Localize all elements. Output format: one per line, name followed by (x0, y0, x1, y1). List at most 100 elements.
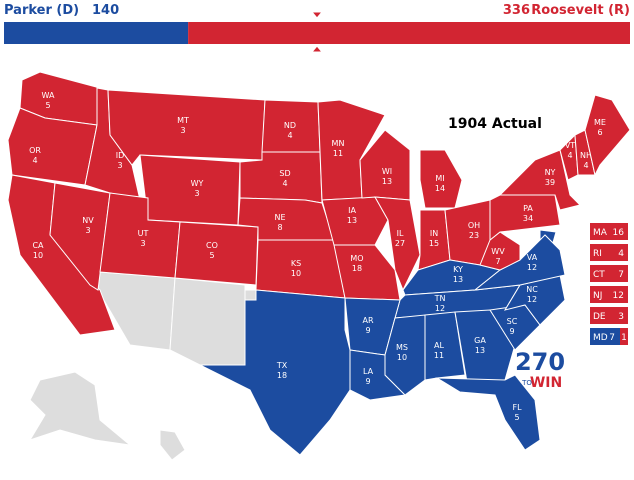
small-ev: 16 (613, 228, 625, 238)
state-ev: 12 (527, 263, 537, 272)
state-abbr: VT (565, 141, 575, 150)
state-abbr: IL (397, 229, 404, 238)
state-ev: 13 (382, 177, 392, 186)
state-ev: 12 (527, 295, 537, 304)
state-abbr: ME (594, 118, 606, 127)
state-abbr: NE (274, 213, 285, 222)
state-ev: 18 (277, 371, 287, 380)
state-ev: 10 (33, 251, 43, 260)
state-abbr: MT (177, 116, 189, 125)
state (454, 309, 516, 383)
left-bar (4, 22, 189, 44)
state-ev: 5 (514, 413, 519, 422)
small-box (590, 223, 628, 240)
small-ev: 3 (618, 312, 624, 322)
state-ev: 13 (453, 275, 463, 284)
state-ev: 3 (117, 161, 122, 170)
state-abbr: WY (191, 179, 204, 188)
state-ev: 39 (545, 178, 555, 187)
state (584, 94, 631, 177)
state-ev: 8 (277, 223, 282, 232)
state-abbr: ID (116, 151, 125, 160)
state-ev: 3 (194, 189, 199, 198)
state-ev: 3 (85, 226, 90, 235)
state-abbr: WV (491, 247, 505, 256)
state-abbr: CO (206, 241, 218, 250)
state-ev: 18 (352, 264, 362, 273)
state-abbr: UT (138, 229, 149, 238)
state-ev: 4 (567, 151, 572, 160)
state (199, 289, 351, 456)
state-ev: 12 (435, 304, 445, 313)
state-abbr: KY (453, 265, 463, 274)
state-ev: 9 (365, 377, 370, 386)
small-abbr: MD (593, 333, 608, 343)
state-abbr: NY (545, 168, 556, 177)
state-abbr: CA (32, 241, 44, 250)
state-ev: 5 (45, 101, 50, 110)
state-abbr: GA (474, 336, 486, 345)
state-abbr: OH (468, 221, 480, 230)
state-abbr: SC (507, 317, 518, 326)
state (174, 221, 259, 286)
center-marker (310, 45, 324, 53)
state-ev: 23 (469, 231, 479, 240)
state-abbr: WA (42, 91, 55, 100)
state-ev: 11 (434, 351, 444, 360)
state (473, 234, 566, 291)
state-ev: 10 (291, 269, 301, 278)
small-abbr: CT (593, 270, 605, 280)
state-abbr: MO (350, 254, 363, 263)
small-ev: 7 (618, 270, 624, 280)
right-bar (188, 22, 630, 44)
state-ev: 5 (209, 251, 214, 260)
state-abbr: FL (512, 403, 522, 412)
state (435, 374, 541, 451)
state-abbr: VA (527, 253, 538, 262)
state-abbr: AR (362, 316, 373, 325)
state (139, 154, 241, 226)
state-ev: 6 (597, 128, 602, 137)
state-ev: 13 (475, 346, 485, 355)
state-abbr: LA (363, 367, 374, 376)
small-box (620, 328, 628, 345)
left-votes: 140 (92, 3, 119, 18)
small-box (590, 286, 628, 303)
right-name: Roosevelt (R) (531, 3, 630, 18)
small-ev: 4 (618, 249, 624, 259)
state (333, 244, 401, 301)
small-box (590, 328, 620, 345)
state-ev: 14 (435, 184, 445, 193)
state (498, 149, 581, 211)
center-marker (310, 11, 324, 19)
territory (28, 371, 132, 446)
state (107, 89, 266, 166)
logo-number: 270 (515, 348, 565, 376)
state-abbr: MN (332, 139, 345, 148)
state-ev: 4 (32, 156, 37, 165)
state-ev: 3 (140, 239, 145, 248)
state-abbr: PA (523, 204, 533, 213)
state (424, 311, 466, 381)
state-abbr: MI (435, 174, 444, 183)
small-abbr: MA (593, 228, 608, 238)
logo-to: TO (521, 379, 532, 387)
state-abbr: IN (430, 229, 438, 238)
state-abbr: KS (291, 259, 301, 268)
small-abbr: RI (593, 249, 602, 259)
state-ev: 15 (429, 239, 439, 248)
state-ev: 3 (180, 126, 185, 135)
logo-win: WIN (530, 375, 562, 391)
small-box (590, 307, 628, 324)
small-abbr: DE (593, 312, 606, 322)
state-ev: 9 (365, 326, 370, 335)
state-ev: 4 (287, 131, 292, 140)
state (49, 182, 111, 291)
territory (97, 271, 176, 351)
map-title: 1904 Actual (448, 116, 542, 132)
state-abbr: WI (382, 167, 392, 176)
state-ev: 4 (583, 161, 588, 170)
small-abbr: NJ (593, 291, 602, 301)
state-abbr: NV (82, 216, 94, 225)
small-ev: 12 (613, 291, 624, 301)
